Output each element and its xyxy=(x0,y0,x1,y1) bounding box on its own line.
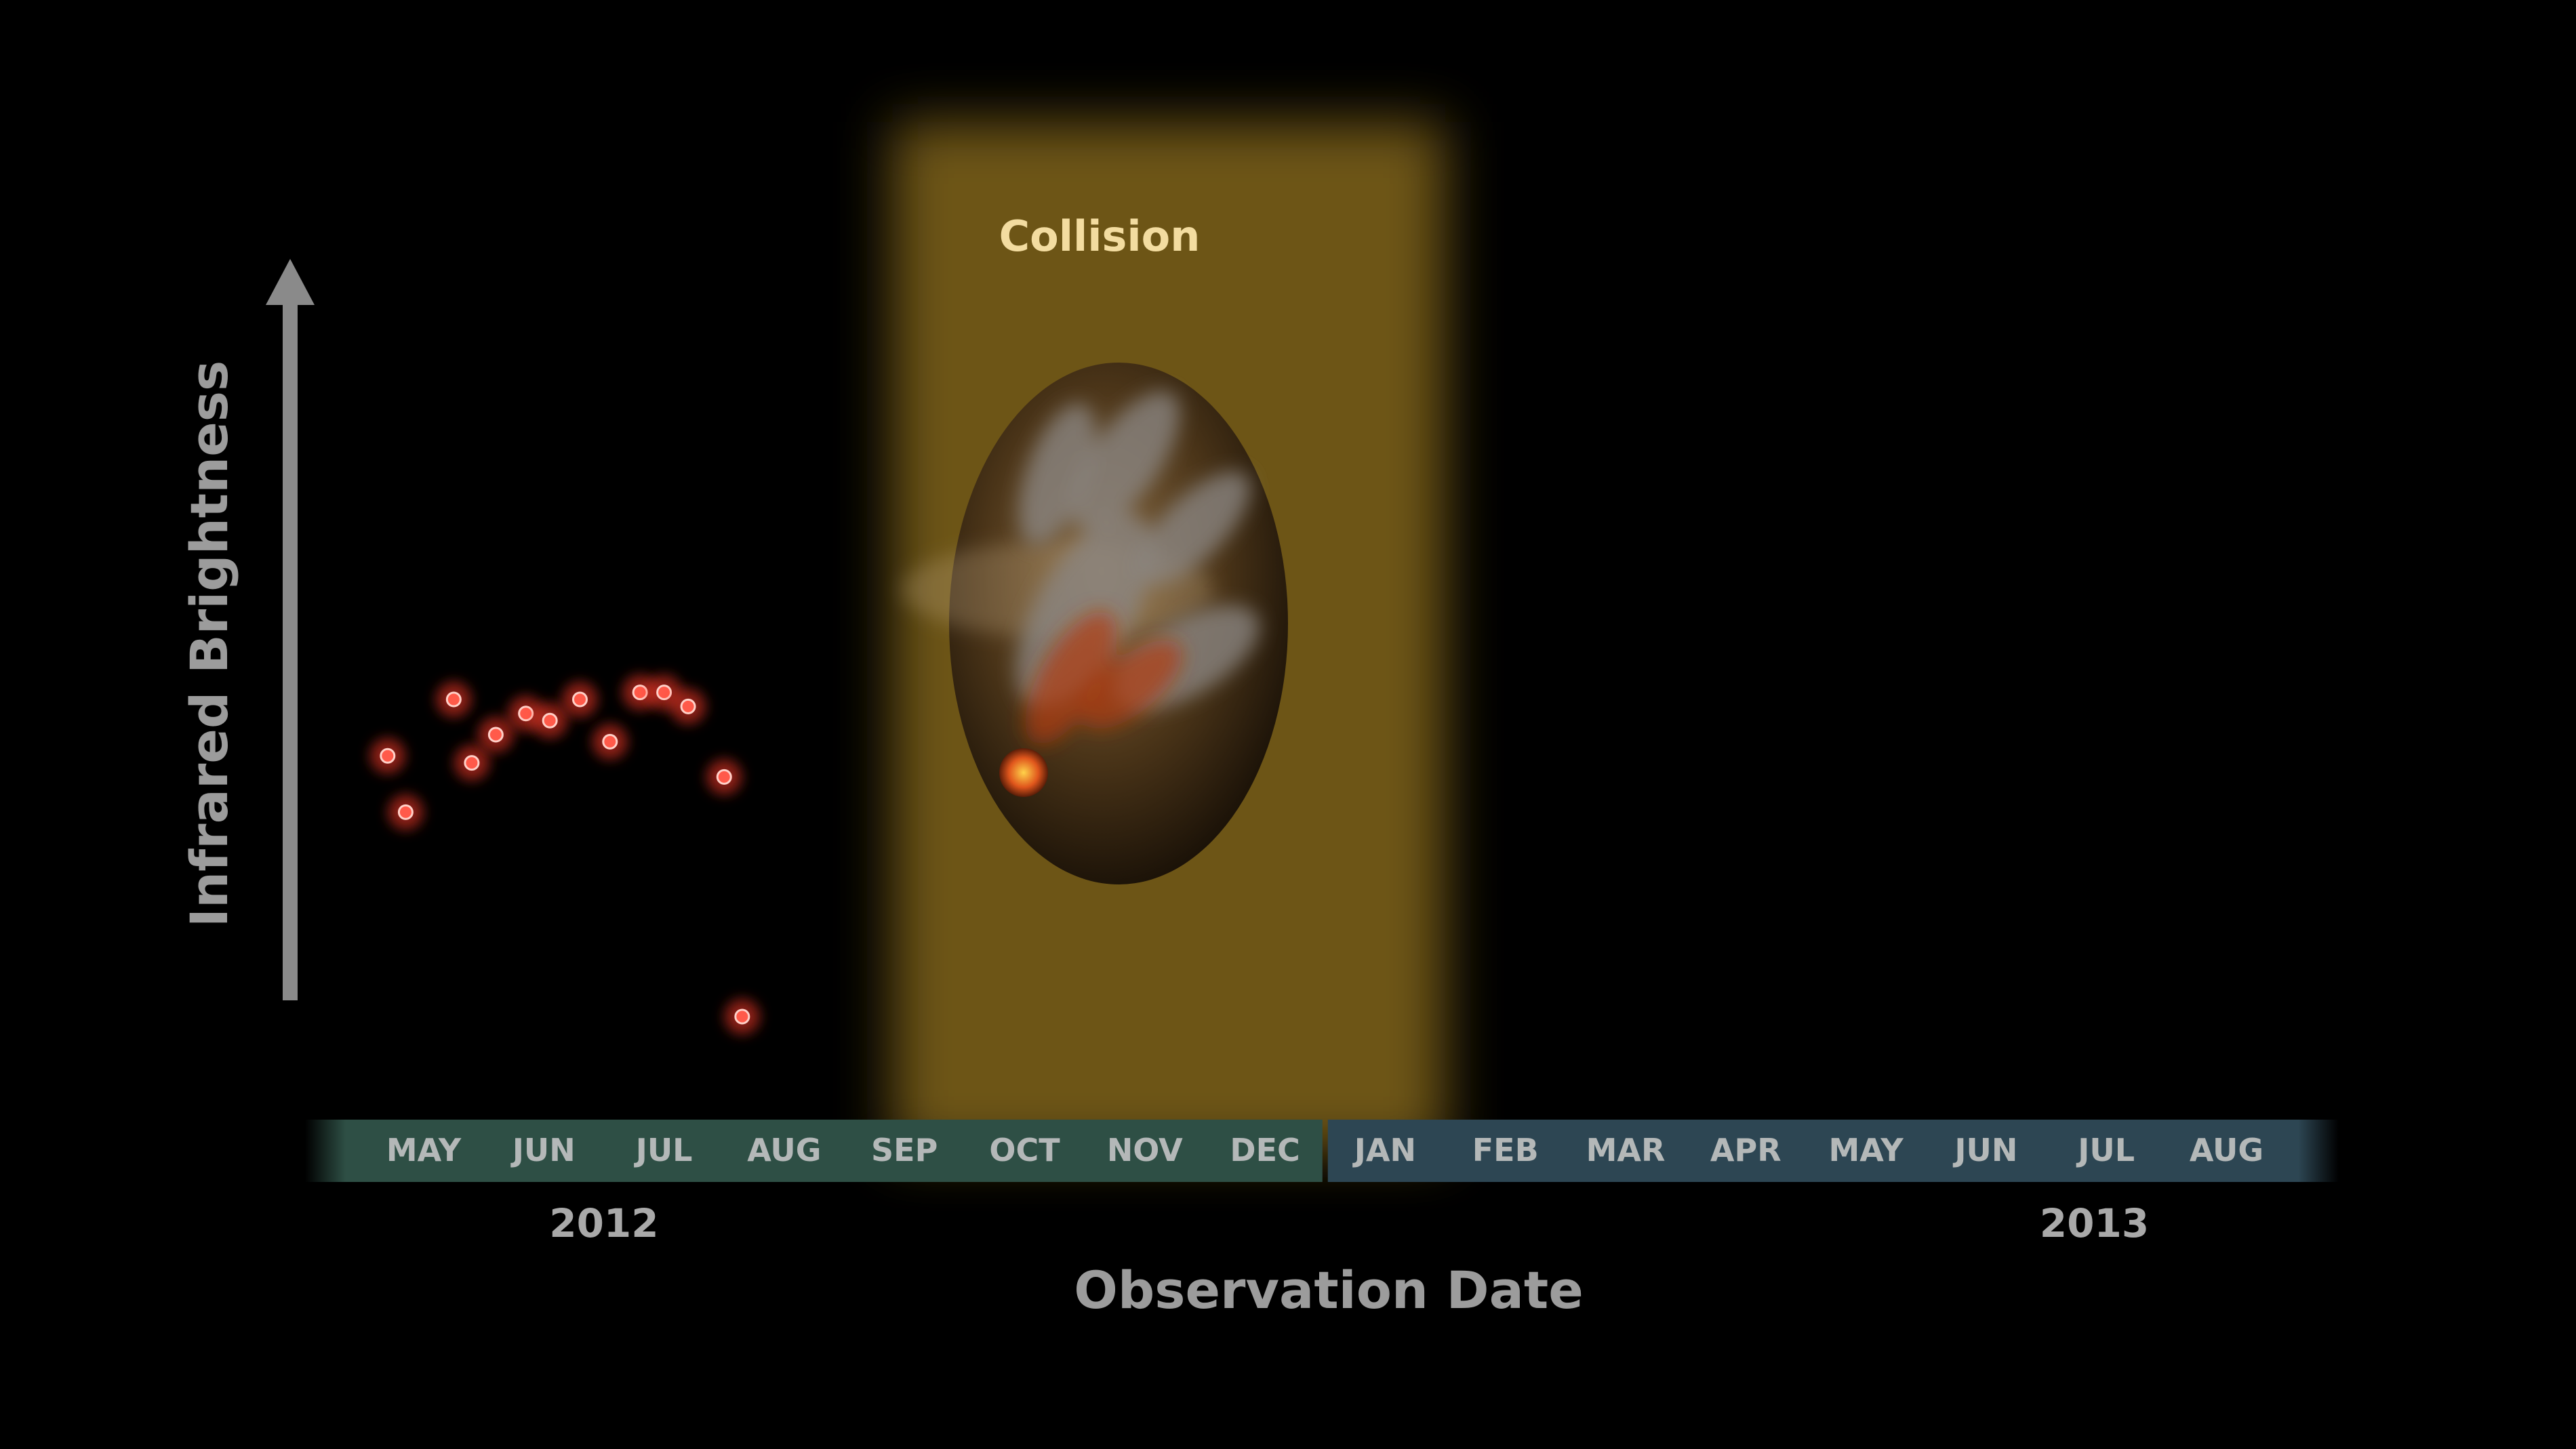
data-point xyxy=(478,717,514,752)
timeline-bar-2013 xyxy=(1327,1120,2339,1182)
month-label-10: MAR xyxy=(1586,1132,1666,1168)
month-label-3: AUG xyxy=(747,1132,821,1168)
data-point xyxy=(670,689,706,724)
data-point xyxy=(724,999,760,1034)
month-label-6: NOV xyxy=(1107,1132,1183,1168)
month-label-14: JUL xyxy=(2076,1132,2135,1168)
data-point xyxy=(532,703,568,739)
collision-label: Collision xyxy=(999,211,1201,261)
data-point xyxy=(388,794,424,830)
month-label-9: FEB xyxy=(1472,1132,1539,1168)
month-label-0: MAY xyxy=(386,1132,462,1168)
month-label-1: JUN xyxy=(510,1132,576,1168)
y-axis-arrow xyxy=(266,259,315,1000)
data-point xyxy=(706,759,742,795)
y-axis-title: Infrared Brightness xyxy=(179,361,239,928)
data-point xyxy=(562,682,598,717)
data-point xyxy=(454,745,489,781)
data-point xyxy=(436,682,472,717)
month-label-2: JUL xyxy=(634,1132,693,1168)
month-label-12: MAY xyxy=(1828,1132,1904,1168)
x-axis-title: Observation Date xyxy=(1074,1260,1584,1320)
x-axis-year-labels: 2012 2013 xyxy=(549,1200,2149,1246)
year-label-2012: 2012 xyxy=(549,1200,658,1246)
month-label-13: JUN xyxy=(1952,1132,2017,1168)
month-label-8: JAN xyxy=(1352,1132,1416,1168)
timeline-bar-2012 xyxy=(305,1120,1323,1182)
year-label-2013: 2013 xyxy=(2040,1200,2149,1246)
month-label-15: AUG xyxy=(2190,1132,2263,1168)
month-label-4: SEP xyxy=(871,1132,938,1168)
x-axis-month-labels: MAY JUN JUL AUG SEP OCT NOV DEC JAN FEB MAR APR MAY J… xyxy=(386,1132,2263,1168)
data-points xyxy=(369,674,760,1034)
month-label-11: APR xyxy=(1710,1132,1782,1168)
month-label-5: OCT xyxy=(989,1132,1060,1168)
collision-illustration xyxy=(902,363,1288,884)
data-point xyxy=(369,738,405,774)
month-label-7: DEC xyxy=(1230,1132,1300,1168)
data-point xyxy=(592,724,628,760)
